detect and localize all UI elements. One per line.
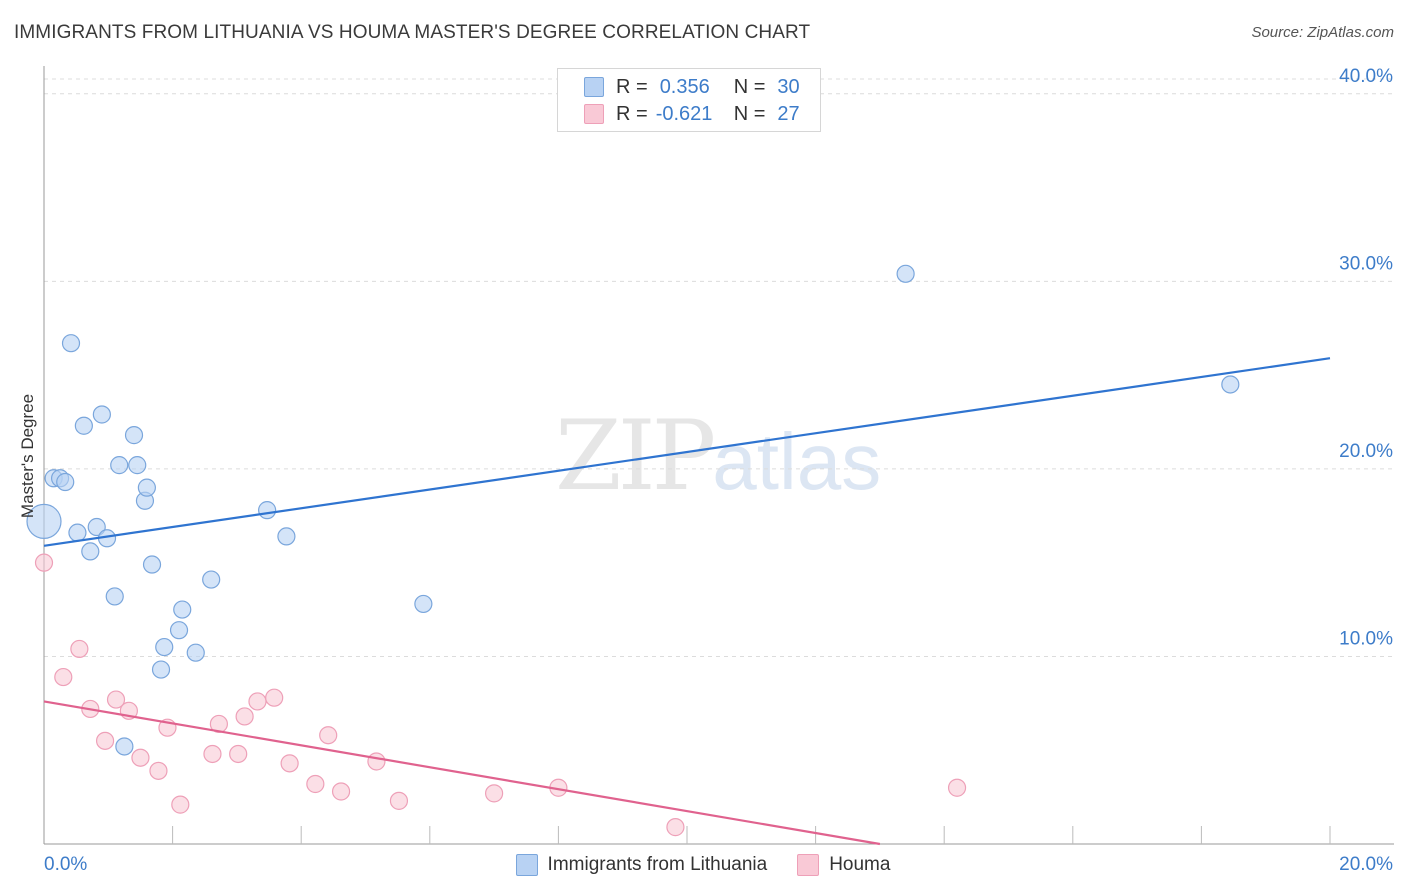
trendline-lithuania — [43, 357, 1331, 547]
point-houma — [229, 744, 248, 764]
series-legend: Immigrants from Lithuania Houma — [0, 852, 1406, 878]
legend-r-label: R = — [616, 75, 648, 98]
point-lithuania — [26, 503, 62, 539]
point-lithuania — [137, 478, 156, 497]
point-lithuania — [896, 264, 915, 283]
y-tick-label: 10.0% — [1339, 628, 1393, 649]
point-lithuania — [56, 472, 75, 492]
legend-n-label: N = — [733, 102, 766, 125]
legend-r-value: -0.621 — [655, 102, 713, 125]
point-lithuania — [414, 594, 433, 614]
legend-row-houma: R = -0.621 N = 27 — [584, 102, 800, 126]
point-houma — [319, 726, 338, 745]
point-houma — [203, 744, 222, 764]
point-houma — [265, 688, 284, 707]
series-swatch-pink — [797, 854, 820, 876]
point-lithuania — [92, 405, 111, 424]
legend-n-value: 30 — [777, 75, 800, 98]
point-lithuania — [155, 637, 174, 657]
point-houma — [666, 818, 685, 837]
source-label: Source: ZipAtlas.com — [1251, 24, 1394, 41]
legend-r-value: 0.356 — [659, 75, 710, 98]
point-houma — [485, 784, 504, 803]
point-houma — [947, 778, 967, 797]
point-lithuania — [74, 416, 93, 435]
point-houma — [171, 795, 190, 814]
y-tick-label: 40.0% — [1339, 66, 1393, 87]
point-lithuania — [115, 737, 134, 756]
legend-n-label: N = — [733, 75, 766, 98]
watermark: ZIPatlas — [555, 400, 881, 512]
series-label: Houma — [829, 854, 891, 875]
x-tick-label: 0.0% — [44, 854, 87, 875]
point-houma — [149, 761, 168, 780]
point-lithuania — [173, 600, 192, 619]
point-lithuania — [151, 660, 171, 679]
legend-swatch-pink — [584, 104, 604, 124]
point-lithuania — [124, 426, 144, 445]
point-lithuania — [142, 555, 162, 574]
series-swatch-blue — [515, 854, 538, 876]
series-label: Immigrants from Lithuania — [547, 854, 768, 875]
legend-swatch-blue — [584, 77, 604, 97]
legend-row-lithuania: R = 0.356 N = 30 — [584, 75, 800, 99]
chart-title: IMMIGRANTS FROM LITHUANIA VS HOUMA MASTE… — [14, 22, 811, 43]
point-houma — [248, 692, 267, 711]
point-lithuania — [61, 334, 81, 353]
series-legend-houma[interactable]: Houma — [797, 854, 890, 876]
watermark-zip: ZIP — [555, 400, 716, 512]
point-lithuania — [87, 517, 106, 537]
point-houma — [131, 748, 150, 767]
point-houma — [235, 707, 254, 726]
point-lithuania — [169, 621, 189, 640]
y-axis-label: Master's Degree — [18, 393, 37, 519]
y-tick-label: 30.0% — [1339, 253, 1393, 274]
point-lithuania — [68, 523, 87, 542]
trendline-houma — [43, 700, 881, 846]
point-houma — [389, 791, 409, 810]
point-houma — [367, 752, 386, 771]
point-lithuania — [258, 501, 277, 520]
point-houma — [106, 690, 126, 709]
point-houma — [70, 639, 89, 659]
point-lithuania — [128, 456, 147, 475]
point-houma — [95, 731, 115, 750]
point-houma — [209, 714, 228, 734]
y-tick-label: 20.0% — [1339, 441, 1393, 462]
point-houma — [306, 774, 325, 794]
point-lithuania — [202, 570, 221, 589]
point-lithuania — [186, 643, 205, 662]
watermark-atlas: atlas — [712, 417, 882, 506]
series-legend-lithuania[interactable]: Immigrants from Lithuania — [515, 854, 768, 876]
point-lithuania — [105, 587, 124, 606]
correlation-legend: R = 0.356 N = 30 R = -0.621 N = 27 — [557, 68, 821, 132]
x-tick-label: 20.0% — [1339, 854, 1393, 875]
point-houma — [34, 553, 54, 572]
point-lithuania — [277, 527, 296, 546]
point-houma — [331, 782, 351, 801]
legend-r-label: R = — [616, 102, 648, 125]
point-houma — [54, 667, 73, 687]
point-lithuania — [1221, 375, 1240, 394]
legend-n-value: 27 — [777, 102, 800, 125]
point-lithuania — [110, 456, 129, 475]
point-lithuania — [81, 542, 100, 561]
point-houma — [280, 754, 299, 773]
